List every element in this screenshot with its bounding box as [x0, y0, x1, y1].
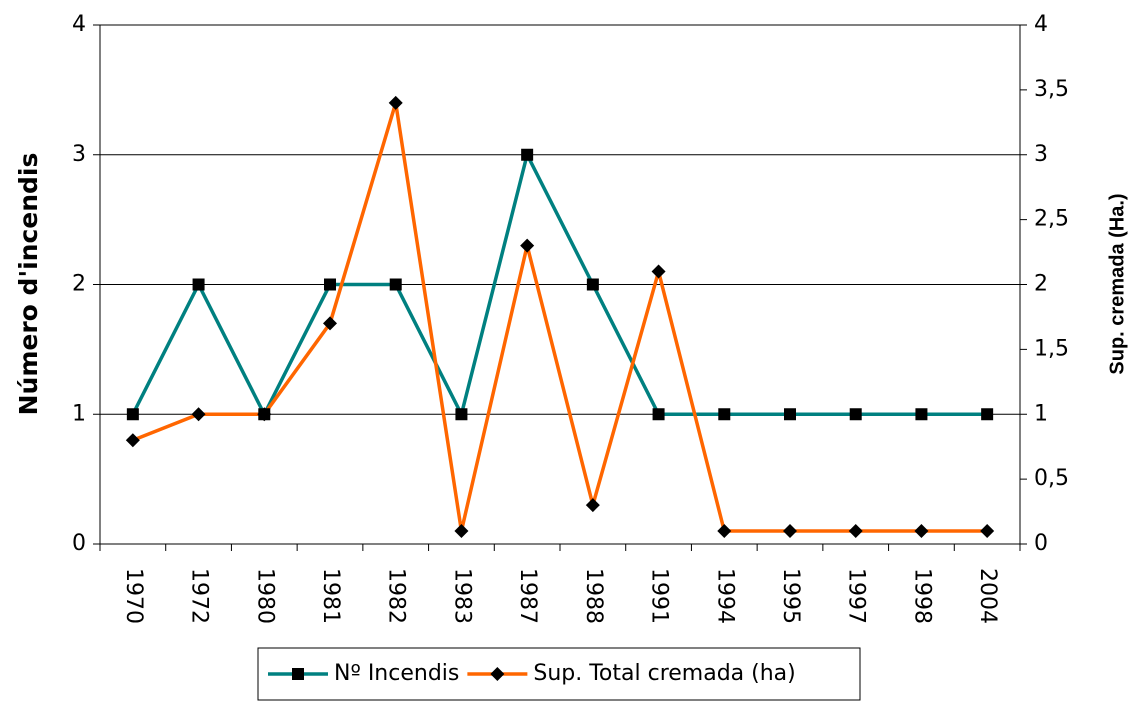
marker [849, 408, 862, 421]
marker [915, 408, 928, 421]
marker [520, 238, 535, 253]
x-tick-label: 1988 [581, 568, 606, 624]
marker [191, 407, 206, 422]
marker [388, 95, 403, 110]
marker [784, 408, 796, 421]
marker [586, 278, 599, 291]
x-tick-label: 1995 [778, 568, 803, 624]
marker [718, 408, 731, 421]
marker [585, 498, 600, 513]
y-tick-label: 1 [72, 401, 86, 426]
y-tick-label: 0 [72, 531, 86, 556]
series-line [131, 149, 988, 420]
y2-tick-label: 3,5 [1034, 77, 1069, 102]
marker [257, 407, 272, 422]
x-tick-label: 1991 [647, 568, 672, 624]
y-axis-label: Número d'incendis [14, 153, 43, 416]
legend-marker [490, 667, 505, 681]
x-tick-label: 1970 [121, 568, 146, 624]
y2-tick-label: 3 [1034, 142, 1048, 167]
y2-tick-label: 2,5 [1034, 207, 1069, 232]
y-tick-label: 4 [72, 12, 86, 37]
x-tick-label: 1981 [318, 568, 343, 624]
marker [324, 278, 336, 291]
marker [126, 408, 139, 421]
y2-tick-label: 1,5 [1034, 336, 1069, 361]
legend-marker [292, 668, 304, 680]
marker [323, 316, 337, 331]
x-tick-label: 1987 [515, 568, 540, 624]
marker [717, 524, 732, 539]
marker [455, 408, 468, 421]
y2-tick-label: 2 [1034, 272, 1048, 297]
y2-tick-label: 0 [1034, 531, 1048, 556]
marker [783, 524, 797, 539]
x-tick-label: 1972 [187, 568, 212, 624]
y-tick-label: 3 [72, 142, 86, 167]
marker [981, 408, 994, 421]
marker [192, 278, 205, 291]
marker [521, 148, 534, 161]
x-tick-label: 1998 [909, 568, 934, 624]
y-tick-label: 2 [72, 272, 86, 297]
series-line [132, 102, 988, 533]
marker [914, 524, 929, 539]
legend-box [257, 647, 861, 701]
marker [651, 264, 666, 279]
x-tick-label: 2004 [975, 568, 1000, 624]
y2-tick-label: 0,5 [1034, 466, 1069, 491]
y2-tick-label: 4 [1034, 12, 1048, 37]
x-tick-label: 1980 [252, 568, 277, 624]
marker [848, 524, 863, 539]
x-tick-label: 1994 [712, 568, 737, 624]
marker [125, 433, 140, 448]
legend-label: Nº Incendis [334, 661, 459, 686]
marker [980, 524, 995, 539]
marker [454, 524, 469, 539]
y2-axis-label: Sup. cremada (Ha.) [1106, 193, 1128, 374]
x-tick-label: 1982 [384, 568, 409, 624]
marker [389, 278, 402, 291]
y2-tick-label: 1 [1034, 401, 1048, 426]
marker [652, 408, 665, 421]
legend-label: Sup. Total cremada (ha) [533, 661, 795, 686]
x-tick-label: 1983 [449, 568, 474, 624]
x-tick-label: 1997 [844, 568, 869, 624]
